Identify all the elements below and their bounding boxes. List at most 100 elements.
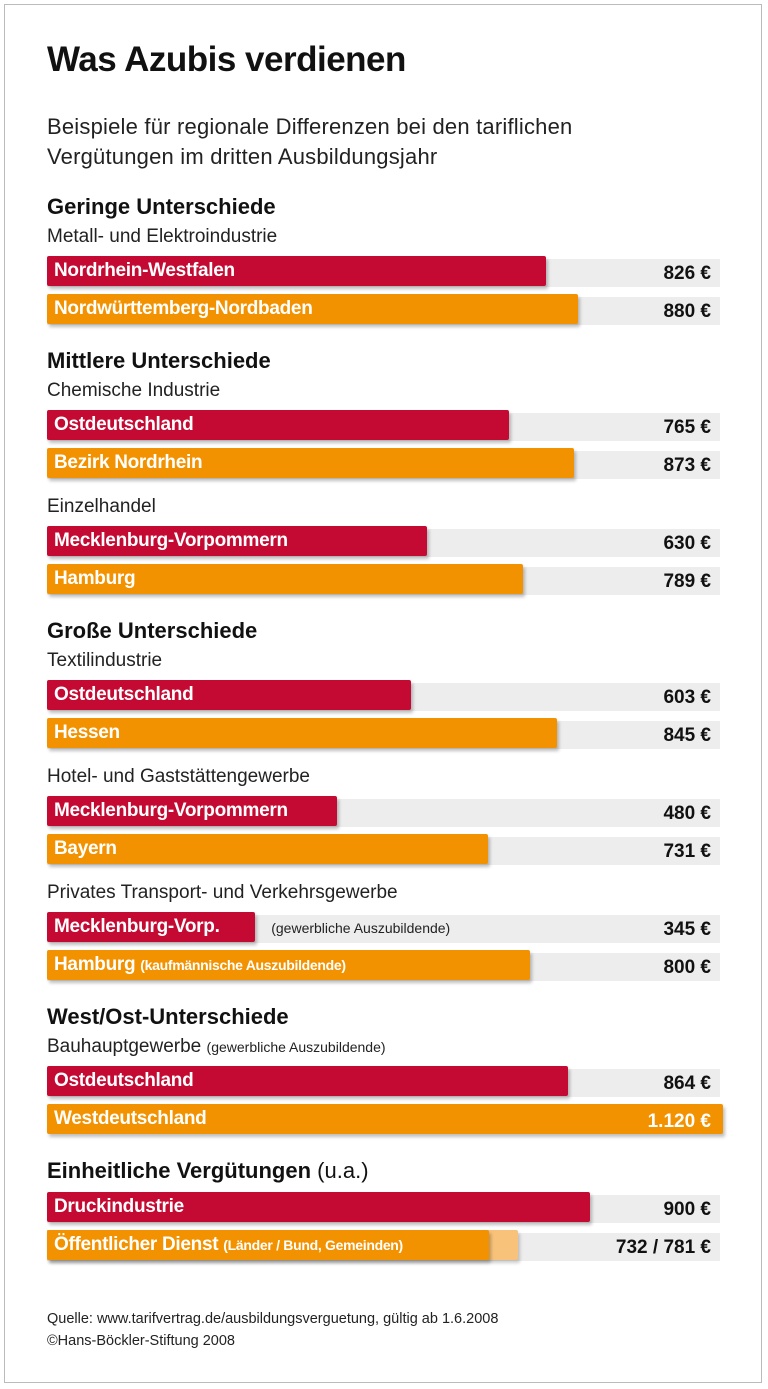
value-label: 630 € [663,533,711,554]
value-label: 864 € [663,1073,711,1094]
bar-label-text: Nordrhein-Westfalen [54,260,235,281]
bar [47,718,558,748]
bar-group: Chemische Industrie Ostdeutschland 765 € Be… [47,378,721,480]
bar [47,912,256,942]
bar-label-text: Westdeutschland [54,1108,207,1129]
bar-row: Hamburg 789 € [47,564,721,596]
bar [47,834,489,864]
group-title: Chemische Industrie [47,378,721,404]
section: Geringe Unterschiede Metall- und Elektroi… [47,192,721,326]
value-label: 345 € [663,919,711,940]
bar-group: Privates Transport- und Verkehrsgewerbe M… [47,880,721,982]
value-label: 800 € [663,957,711,978]
value-label: 480 € [663,803,711,824]
section-title-text: Geringe Unterschiede [47,194,276,219]
section-title-extra: (u.a.) [317,1158,369,1183]
bar [47,680,411,710]
bar-label-text: Hessen [54,722,120,743]
group-title: Bauhauptgewerbe (gewerbliche Auszubilden… [47,1034,721,1060]
bar-group: Bauhauptgewerbe (gewerbliche Auszubilden… [47,1034,723,1136]
section: Einheitliche Vergütungen (u.a.) Druckindu… [47,1156,721,1262]
bar-label-text: Bezirk Nordrhein [54,452,203,473]
bar-label: Ostdeutschland [54,1066,194,1096]
bar-group: Einzelhandel Mecklenburg-Vorpommern 630 € H… [47,494,721,596]
bar [47,256,546,286]
section-title-text: Mittlere Unterschiede [47,348,271,373]
bar-label: Druckindustrie [54,1192,184,1222]
bar-label: Ostdeutschland [54,410,194,440]
bar-label: Mecklenburg-Vorpommern [54,796,288,826]
bar [47,1104,723,1134]
bar-label: Hessen [54,718,120,748]
bar-label-text: Ostdeutschland [54,684,194,705]
bar-group: Hotel- und Gaststättengewerbe Mecklenburg… [47,764,721,866]
footer: Quelle: www.tarifvertrag.de/ausbildungsv… [47,1308,498,1352]
value-label: 900 € [663,1199,711,1220]
value-label: 845 € [663,725,711,746]
bar-label-text: Ostdeutschland [54,1070,194,1091]
bar-group: Metall- und Elektroindustrie Nordrhein-We… [47,224,721,326]
bar [47,1192,591,1222]
bar-label: Nordwürttemberg-Nordbaden [54,294,313,324]
group-title-text: Hotel- und Gaststättengewerbe [47,766,310,787]
bar-row: Druckindustrie 900 € [47,1192,721,1224]
bar-row: Ostdeutschland 603 € [47,680,721,712]
bar-label: Nordrhein-Westfalen [54,256,235,286]
bar-label: Hamburg [54,564,136,594]
bar [47,526,428,556]
group-title: Hotel- und Gaststättengewerbe [47,764,721,790]
bar [47,1230,489,1260]
group-title: Privates Transport- und Verkehrsgewerbe [47,880,721,906]
frame [4,4,762,1383]
section-title: Große Unterschiede [47,616,721,646]
bar-label: Westdeutschland [54,1104,207,1134]
section: West/Ost-Unterschiede Bauhauptgewerbe (ge… [47,1002,723,1136]
section-title: Mittlere Unterschiede [47,346,721,376]
bar-label-text: Hamburg [54,954,136,975]
bar [47,1066,569,1096]
bar-row: Ostdeutschland 864 € [47,1066,721,1098]
bar-label-text: Mecklenburg-Vorp. [54,916,220,937]
section: Große Unterschiede Textilindustrie Ostdeut… [47,616,721,982]
bar-label: Bezirk Nordrhein [54,448,203,478]
bar-label-text: Hamburg [54,568,136,589]
bar-label: Bayern [54,834,117,864]
chart-subtitle: Beispiele für regionale Differenzen bei … [47,112,721,172]
section-title-text: West/Ost-Unterschiede [47,1004,289,1029]
bar [47,564,524,594]
bar-row: Nordwürttemberg-Nordbaden 880 € [47,294,721,326]
bar-row: Bezirk Nordrhein 873 € [47,448,721,480]
subtitle-line: Vergütungen im dritten Ausbildungsjahr [47,144,438,169]
group-note: (gewerbliche Auszubildende) [206,1039,386,1055]
bar-row: Westdeutschland 1.120 € [47,1104,723,1136]
source-note: Quelle: www.tarifvertrag.de/ausbildungsv… [47,1311,499,1327]
bar-label-text: Nordwürttemberg-Nordbaden [54,298,313,319]
bar-row: Bayern 731 € [47,834,721,866]
bar-note: (gewerbliche Auszubildende) [271,920,451,936]
bar-row: Nordrhein-Westfalen 826 € [47,256,721,288]
chart-title: Was Azubis verdienen [47,40,406,79]
group-title-text: Metall- und Elektroindustrie [47,226,278,247]
bar [47,796,337,826]
subtitle-line: Beispiele für regionale Differenzen bei … [47,114,573,139]
bar-row: Öffentlicher Dienst (Länder / Bund, Geme… [47,1230,721,1262]
bar-label: Hamburg (kaufmännische Auszubildende) [54,950,346,980]
bar [47,410,509,440]
bar-row: Hamburg (kaufmännische Auszubildende) 800… [47,950,721,982]
bar-label: Öffentlicher Dienst (Länder / Bund, Geme… [54,1230,403,1260]
bar-label-text: Druckindustrie [54,1196,184,1217]
bar-group: Textilindustrie Ostdeutschland 603 € Hessen… [47,648,721,750]
group-title-text: Chemische Industrie [47,380,221,401]
section: Mittlere Unterschiede Chemische Industrie… [47,346,721,596]
value-label: 873 € [663,455,711,476]
bar-group: Druckindustrie 900 € Öffentlicher Dienst (… [47,1192,721,1262]
group-title: Einzelhandel [47,494,721,520]
bar-sections: Geringe Unterschiede Metall- und Elektroi… [47,192,723,1262]
bar-label-text: Bayern [54,838,117,859]
group-title-text: Privates Transport- und Verkehrsgewerbe [47,882,398,903]
bar-note: (kaufmännische Auszubildende) [140,957,346,973]
section-title-text: Große Unterschiede [47,618,258,643]
bar-label: Ostdeutschland [54,680,194,710]
bar-note: (Länder / Bund, Gemeinden) [223,1237,403,1253]
value-label: 826 € [663,263,711,284]
